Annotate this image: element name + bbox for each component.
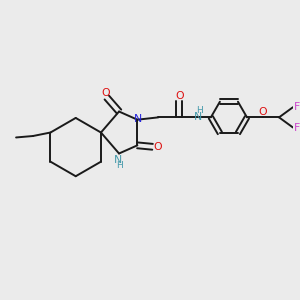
Text: O: O <box>175 91 184 101</box>
Text: O: O <box>153 142 161 152</box>
Text: N: N <box>113 155 122 165</box>
Text: H: H <box>116 161 122 170</box>
Text: N: N <box>134 114 142 124</box>
Text: N: N <box>194 112 202 122</box>
Text: O: O <box>259 107 267 117</box>
Text: F: F <box>294 123 300 133</box>
Text: O: O <box>102 88 110 98</box>
Text: H: H <box>196 106 202 116</box>
Text: F: F <box>294 102 300 112</box>
